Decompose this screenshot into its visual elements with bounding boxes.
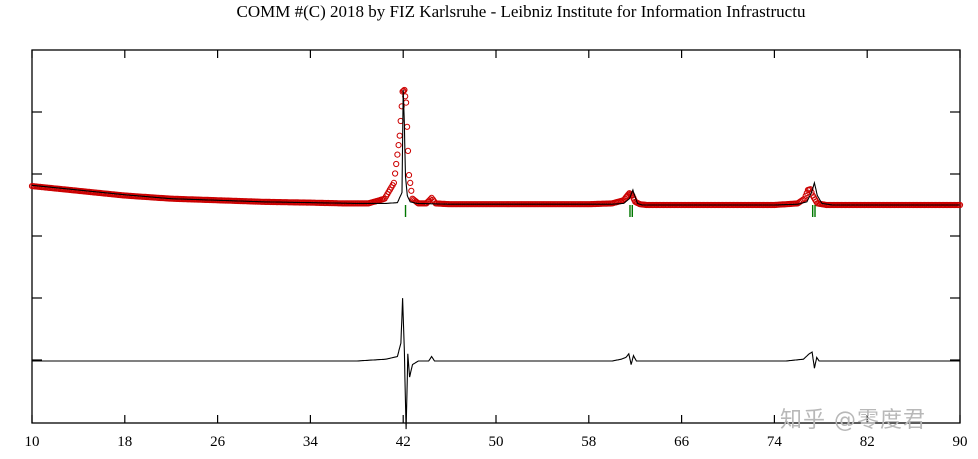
y-axis-ticks [32,111,960,361]
x-tick-label: 50 [489,434,504,450]
observed-point [404,147,412,154]
observed-point [396,132,403,139]
observed-point [401,86,408,94]
observed-point [403,99,410,106]
observed-point [392,170,399,177]
chart-title: COMM #(C) 2018 by FIZ Karlsruhe - Leibni… [236,2,806,21]
x-tick-label: 26 [210,434,226,450]
observed-point [394,151,401,158]
observed-point [802,192,809,199]
plot-frame [31,49,961,424]
observed-point [390,179,397,186]
calculated-curve [31,89,960,206]
series-layer [28,86,964,430]
x-tick-label: 90 [953,434,968,450]
difference-curve [32,298,960,430]
observed-point [393,160,400,168]
x-tick-label: 42 [396,434,411,450]
observed-point [801,195,808,202]
x-tick-label: 74 [767,434,783,450]
x-axis-ticks: 10 18 26 34 42 50 58 66 74 82 90 [25,50,968,450]
x-tick-label: 66 [674,434,690,450]
watermark-text: 知乎 @零度君 [780,408,926,433]
observed-point [399,88,406,95]
observed-point [407,179,414,186]
x-tick-label: 18 [117,434,132,450]
observed-point [395,142,402,149]
observed-point [808,189,815,196]
observed-point [404,123,411,130]
x-tick-label: 34 [303,434,319,450]
observed-point [408,187,415,194]
x-tick-label: 58 [581,434,596,450]
x-tick-label: 10 [25,434,40,450]
x-tick-label: 82 [860,434,875,450]
observed-point [405,172,413,179]
